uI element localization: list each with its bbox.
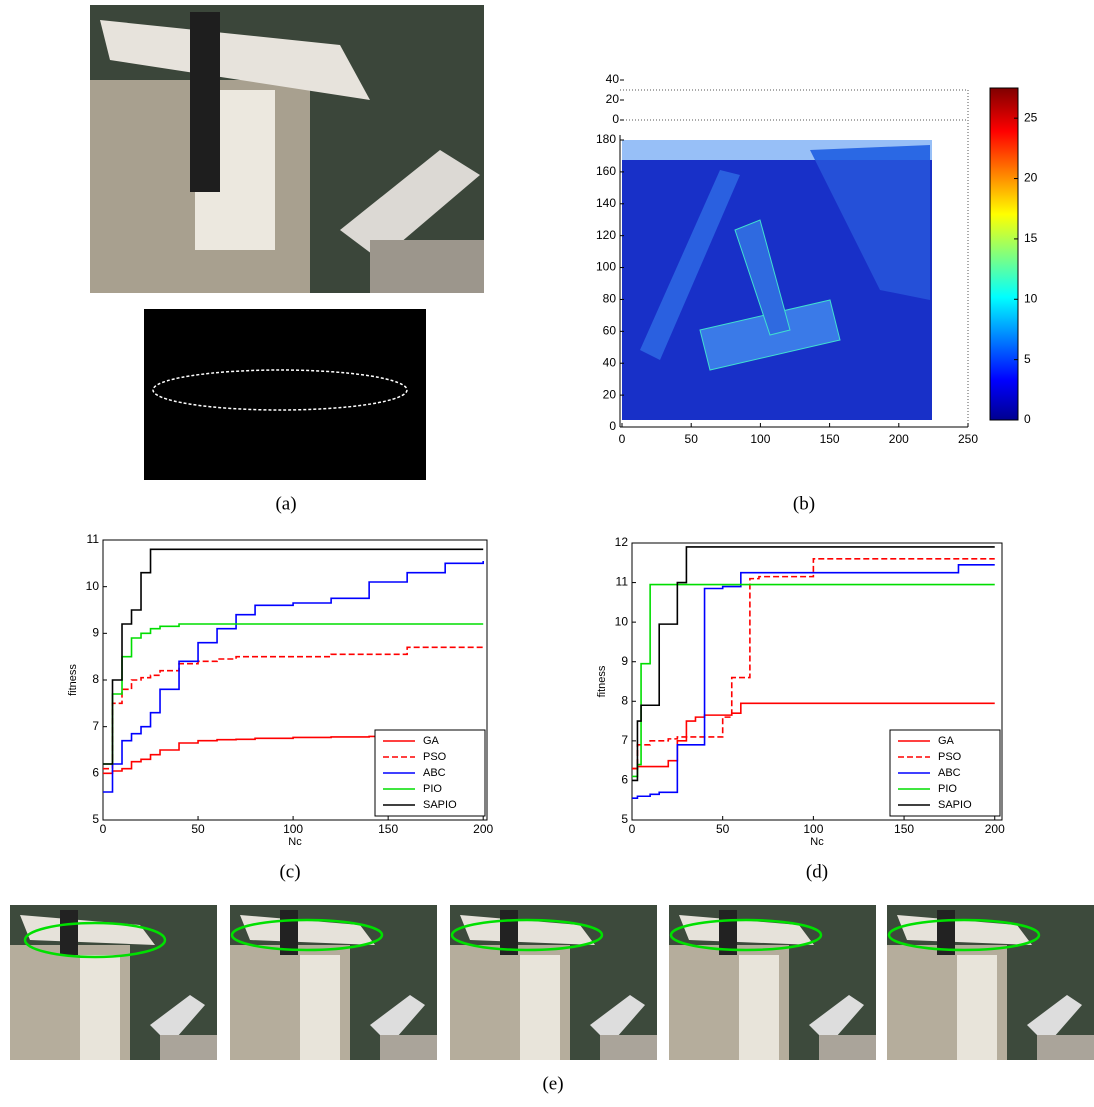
x-axis-label: Nc (288, 836, 302, 848)
x-tick-label: 200 (985, 822, 1005, 836)
x-tick-label: 100 (803, 822, 823, 836)
y-tick-label: 10 (86, 579, 100, 593)
x-tick-label: 100 (750, 432, 770, 446)
caption: (a) (275, 493, 296, 514)
x-tick-label: 150 (378, 822, 398, 836)
legend-label: PIO (423, 783, 442, 795)
x-tick-label: 0 (100, 822, 107, 836)
z-tick-label: 40 (606, 72, 620, 86)
colorbar-tick-label: 25 (1024, 110, 1038, 124)
legend-label: PSO (423, 751, 447, 763)
y-tick-label: 140 (596, 196, 616, 210)
y-tick-label: 40 (603, 355, 617, 369)
y-tick-label: 160 (596, 164, 616, 178)
x-tick-label: 0 (629, 822, 636, 836)
y-tick-label: 11 (616, 575, 629, 589)
y-tick-label: 9 (92, 626, 99, 640)
y-axis-label: fitness (67, 664, 79, 696)
y-tick-label: 8 (621, 693, 628, 707)
x-tick-label: 150 (820, 432, 840, 446)
y-tick-label: 120 (596, 228, 616, 242)
y-tick-label: 100 (596, 260, 616, 274)
y-tick-label: 8 (92, 672, 99, 686)
x-tick-label: 50 (685, 432, 699, 446)
x-tick-label: 50 (191, 822, 205, 836)
y-tick-label: 9 (621, 654, 628, 668)
y-tick-label: 10 (615, 614, 629, 628)
colorbar-tick-label: 0 (1024, 412, 1031, 426)
y-tick-label: 0 (609, 419, 616, 433)
legend-label: GA (938, 735, 955, 747)
y-tick-label: 5 (621, 812, 628, 826)
surface (622, 140, 932, 420)
legend-label: PSO (938, 751, 962, 763)
y-tick-label: 11 (87, 532, 100, 546)
y-tick-label: 7 (621, 733, 628, 747)
edge-image (144, 309, 426, 480)
y-axis-label: fitness (596, 665, 608, 697)
page: {"captions":["(a)","(b)","(c)","(d)","(e… (0, 0, 1094, 1107)
y-tick-label: 80 (603, 292, 617, 306)
y-tick-label: 6 (621, 773, 628, 787)
caption: (e) (542, 1073, 563, 1094)
legend-label: GA (423, 735, 440, 747)
colorbar (990, 88, 1018, 420)
legend-label: ABC (938, 767, 961, 779)
legend-label: PIO (938, 783, 957, 795)
colorbar-tick-label: 15 (1024, 231, 1038, 245)
caption: (d) (806, 861, 828, 882)
y-tick-label: 12 (615, 535, 629, 549)
colorbar-tick-label: 5 (1024, 352, 1031, 366)
legend-label: SAPIO (423, 799, 457, 811)
x-tick-label: 200 (889, 432, 909, 446)
legend-label: SAPIO (938, 799, 972, 811)
x-tick-label: 50 (716, 822, 730, 836)
caption: (c) (279, 861, 300, 882)
y-tick-label: 7 (92, 719, 99, 733)
y-tick-label: 60 (603, 324, 617, 338)
x-tick-label: 150 (894, 822, 914, 836)
x-tick-label: 0 (619, 432, 626, 446)
figure: (a) (b) (c) (d) (e) 05010015020025002040… (0, 0, 1094, 1102)
y-tick-label: 5 (92, 812, 99, 826)
satellite-image (90, 5, 484, 293)
z-tick-label: 20 (606, 92, 620, 106)
colorbar-tick-label: 10 (1024, 291, 1038, 305)
caption: (b) (793, 493, 815, 514)
y-tick-label: 6 (92, 766, 99, 780)
x-axis-label: Nc (810, 836, 824, 848)
x-tick-label: 200 (473, 822, 493, 836)
result-images (10, 905, 1094, 1060)
x-tick-label: 250 (958, 432, 978, 446)
legend-label: ABC (423, 767, 446, 779)
z-tick-label: 0 (612, 112, 619, 126)
y-tick-label: 20 (603, 387, 617, 401)
y-tick-label: 180 (596, 132, 616, 146)
x-tick-label: 100 (283, 822, 303, 836)
colorbar-tick-label: 20 (1024, 171, 1038, 185)
